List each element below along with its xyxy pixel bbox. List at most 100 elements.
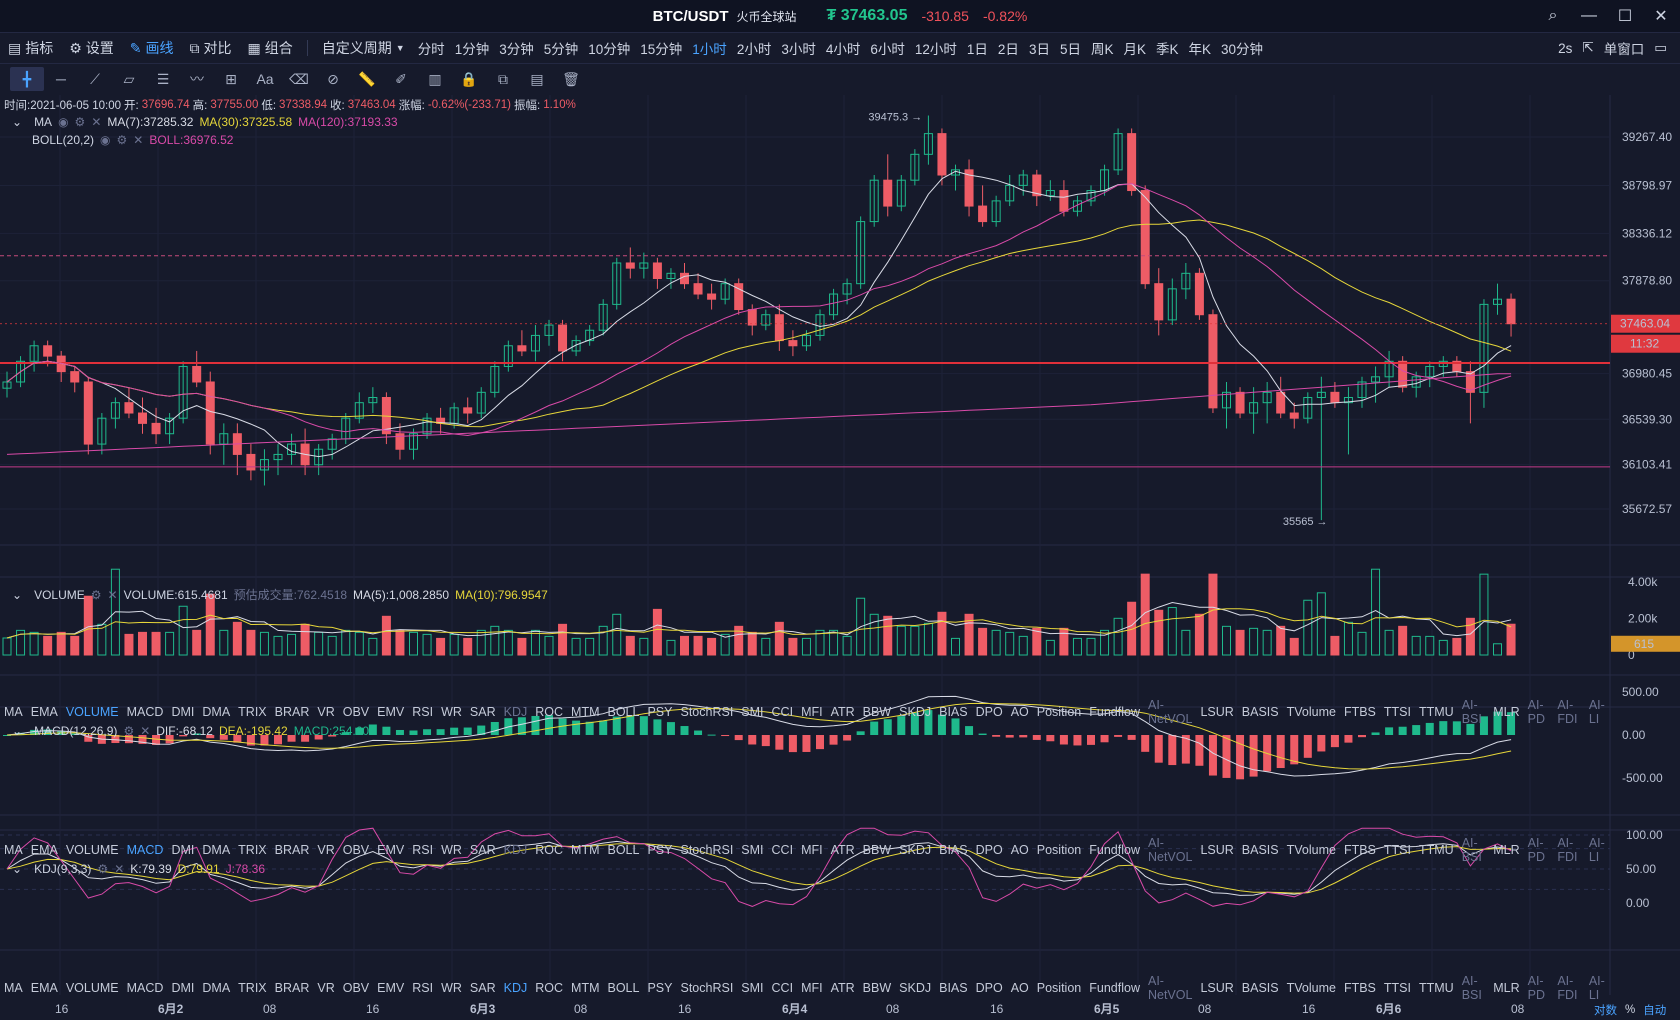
indicator-tab-roc[interactable]: ROC (535, 843, 564, 857)
indicator-tab-ao[interactable]: AO (1010, 981, 1029, 995)
indicator-tab-ai-fdi[interactable]: AI-FDI (1557, 698, 1578, 726)
period-6[interactable]: 1小时 (692, 42, 727, 57)
indicator-tab-ai-netvol[interactable]: AI-NetVOL (1147, 836, 1193, 864)
indicator-tab-ttmu[interactable]: TTMU (1419, 981, 1454, 995)
indicator-tab-vr[interactable]: VR (317, 981, 335, 995)
indicator-tab-dmi[interactable]: DMI (171, 981, 195, 995)
indicator-tab-volume[interactable]: VOLUME (65, 705, 119, 719)
popout-icon[interactable]: ⇱ (1582, 40, 1594, 55)
indicator-tab-ai-pd[interactable]: AI-PD (1527, 974, 1545, 1002)
period-12[interactable]: 1日 (966, 42, 988, 57)
period-1[interactable]: 1分钟 (454, 42, 490, 57)
indicator-tab-lsur[interactable]: LSUR (1200, 705, 1234, 719)
indicator-tab-mlr[interactable]: MLR (1493, 843, 1520, 857)
indicator-tab-stochrsi[interactable]: StochRSI (680, 981, 734, 995)
indicator-tab-ttmu[interactable]: TTMU (1419, 843, 1454, 857)
indicator-tab-lsur[interactable]: LSUR (1200, 981, 1234, 995)
period-10[interactable]: 6小时 (870, 42, 905, 57)
gear-icon[interactable]: ⚙ (74, 115, 86, 129)
eye-icon[interactable]: ◉ (58, 115, 69, 129)
gear-icon[interactable]: ⚙ (116, 133, 128, 147)
indicator-tab-skdj[interactable]: SKDJ (899, 981, 932, 995)
indicator-tab-mtm[interactable]: MTM (571, 705, 600, 719)
log-scale-toggle[interactable]: 对数 (1594, 1005, 1617, 1017)
indicator-tab-cci[interactable]: CCI (771, 981, 794, 995)
indicator-tab-sar[interactable]: SAR (469, 705, 496, 719)
indicator-tab-kdj[interactable]: KDJ (503, 843, 528, 857)
indicator-tab-dmi[interactable]: DMI (171, 843, 195, 857)
indicator-tab-ftbs[interactable]: FTBS (1343, 981, 1376, 995)
indicator-tab-volume[interactable]: VOLUME (65, 843, 119, 857)
indicator-tab-mtm[interactable]: MTM (571, 843, 600, 857)
indicator-tab-ai-pd[interactable]: AI-PD (1527, 836, 1545, 864)
collapse-icon[interactable]: ⌄ (12, 115, 23, 129)
indicator-tab-boll[interactable]: BOLL (607, 843, 640, 857)
percent-scale-toggle[interactable]: % (1625, 1004, 1636, 1016)
indicator-tab-trix[interactable]: TRIX (238, 981, 267, 995)
indicator-tab-trix[interactable]: TRIX (238, 705, 267, 719)
indicator-tab-dma[interactable]: DMA (202, 843, 231, 857)
gear-icon[interactable]: ⚙ (97, 862, 109, 876)
indicator-tab-wr[interactable]: WR (441, 981, 462, 995)
indicator-tab-ma[interactable]: MA (4, 705, 23, 719)
layout-icon[interactable]: ▭ (1654, 40, 1667, 55)
indicator-tab-basis[interactable]: BASIS (1241, 705, 1279, 719)
indicator-button[interactable]: ▤ 指标 (0, 38, 61, 58)
indicator-tab-tvolume[interactable]: TVolume (1286, 705, 1336, 719)
indicator-tab-ttmu[interactable]: TTMU (1419, 705, 1454, 719)
indicator-tab-ai-netvol[interactable]: AI-NetVOL (1147, 974, 1193, 1002)
collapse-icon[interactable]: ⌄ (12, 587, 23, 602)
indicator-tab-mtm[interactable]: MTM (571, 981, 600, 995)
indicator-tab-ema[interactable]: EMA (30, 981, 58, 995)
indicator-tab-cci[interactable]: CCI (771, 705, 794, 719)
indicator-tab-ftbs[interactable]: FTBS (1343, 843, 1376, 857)
indicator-tab-ai-pd[interactable]: AI-PD (1527, 698, 1545, 726)
indicator-tab-basis[interactable]: BASIS (1241, 981, 1279, 995)
indicator-tab-bbw[interactable]: BBW (862, 705, 892, 719)
indicator-tab-stochrsi[interactable]: StochRSI (680, 843, 734, 857)
indicator-tab-obv[interactable]: OBV (342, 843, 370, 857)
indicator-tab-ai-li[interactable]: AI-LI (1588, 836, 1605, 864)
indicator-tab-macd[interactable]: MACD (126, 705, 164, 719)
indicator-tab-ema[interactable]: EMA (30, 705, 58, 719)
indicator-tab-ai-li[interactable]: AI-LI (1588, 698, 1605, 726)
period-5[interactable]: 15分钟 (640, 42, 683, 57)
measure-icon[interactable]: ⊞ (225, 70, 237, 87)
indicator-tab-kdj[interactable]: KDJ (503, 705, 528, 719)
indicator-tab-ai-fdi[interactable]: AI-FDI (1557, 836, 1578, 864)
indicator-tab-tvolume[interactable]: TVolume (1286, 843, 1336, 857)
period-18[interactable]: 季K (1156, 42, 1179, 57)
indicator-tab-ai-fdi[interactable]: AI-FDI (1557, 974, 1578, 1002)
ruler-icon[interactable]: 📏 (358, 70, 376, 87)
indicator-tab-wr[interactable]: WR (441, 705, 462, 719)
period-2[interactable]: 3分钟 (499, 42, 534, 57)
indicator-tab-position[interactable]: Position (1036, 843, 1082, 857)
indicator-tab-atr[interactable]: ATR (830, 705, 855, 719)
indicator-tab-macd[interactable]: MACD (126, 981, 164, 995)
indicator-tab-ai-bsi[interactable]: AI-BSI (1461, 836, 1482, 864)
indicator-tab-bias[interactable]: BIAS (939, 843, 968, 857)
indicator-tab-brar[interactable]: BRAR (274, 705, 310, 719)
copy-icon[interactable]: ⧉ (498, 70, 508, 87)
text-tool-icon[interactable]: Aa (256, 71, 274, 87)
eye-icon[interactable]: ◉ (100, 133, 111, 147)
indicator-tab-ema[interactable]: EMA (30, 843, 58, 857)
indicator-tab-ftbs[interactable]: FTBS (1343, 705, 1376, 719)
indicator-tab-volume[interactable]: VOLUME (65, 981, 119, 995)
horizontal-line-icon[interactable]: ─ (56, 71, 66, 87)
indicator-tab-skdj[interactable]: SKDJ (899, 843, 932, 857)
close-icon[interactable]: ✕ (140, 724, 151, 738)
wave-icon[interactable]: 〰 (190, 71, 204, 87)
candle-style-icon[interactable]: ▥ (428, 70, 442, 87)
indicator-tab-ttsi[interactable]: TTSI (1383, 981, 1411, 995)
indicator-tab-boll[interactable]: BOLL (607, 705, 640, 719)
indicator-tab-roc[interactable]: ROC (535, 981, 564, 995)
magnet-icon[interactable]: ⊘ (327, 70, 339, 87)
indicator-tab-sar[interactable]: SAR (469, 981, 496, 995)
indicator-tab-boll[interactable]: BOLL (607, 981, 640, 995)
indicator-tab-skdj[interactable]: SKDJ (899, 705, 932, 719)
period-9[interactable]: 4小时 (825, 42, 861, 57)
indicator-tab-smi[interactable]: SMI (741, 705, 764, 719)
collapse-icon[interactable]: ⌄ (12, 724, 23, 738)
indicator-tab-fundflow[interactable]: Fundflow (1089, 981, 1140, 995)
